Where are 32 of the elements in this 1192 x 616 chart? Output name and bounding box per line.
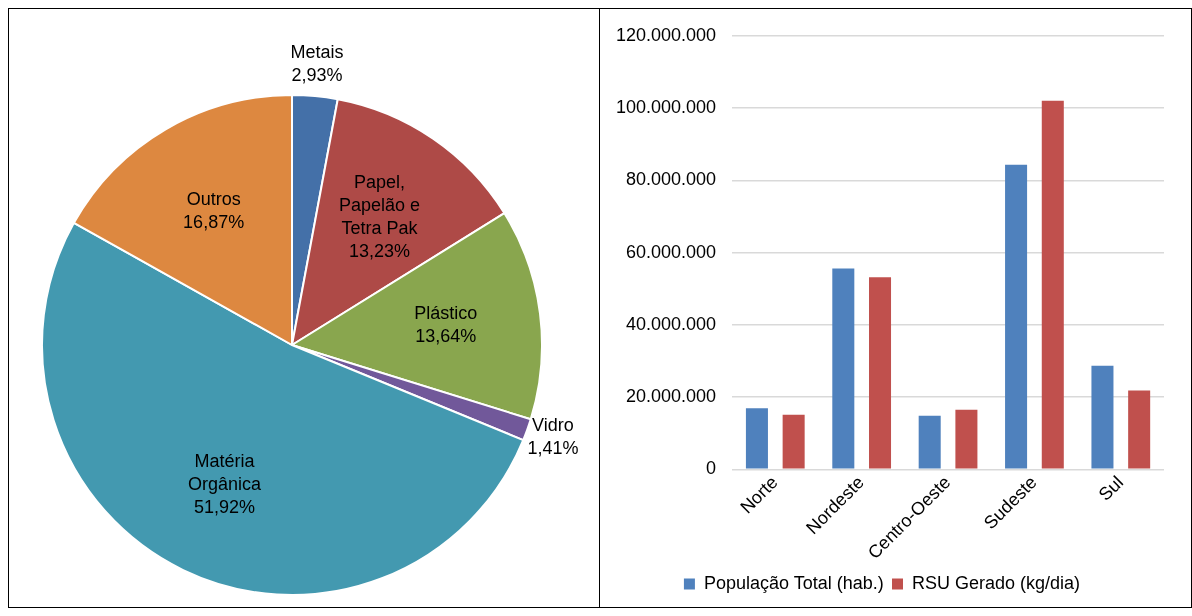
- slice-label: Plástico: [414, 302, 478, 323]
- slice-label: Matéria Orgânica: [187, 450, 263, 494]
- slice-label: Metais: [290, 41, 344, 62]
- y-tick-label: 100.000.000: [615, 97, 717, 118]
- bar: [1091, 365, 1114, 469]
- bar: [955, 409, 978, 469]
- slice-label: Vidro: [532, 414, 574, 435]
- bar: [918, 415, 941, 469]
- x-tick-label: Sul: [1094, 472, 1128, 505]
- y-tick-label: 0: [706, 458, 717, 479]
- bar: [745, 408, 768, 469]
- bar: [1041, 100, 1064, 469]
- data-label: 16,87%: [183, 211, 245, 232]
- data-label: 13,23%: [348, 240, 411, 261]
- slice-label: Papel, Papelão e Tetra Pak: [338, 171, 421, 238]
- y-tick-label: 40.000.000: [626, 313, 717, 334]
- legend-label: RSU Gerado (kg/dia): [912, 572, 1081, 593]
- y-tick-label: 20.000.000: [626, 386, 717, 407]
- bar: [1005, 164, 1028, 469]
- legend-label: População Total (hab.): [703, 572, 884, 593]
- data-label: 1,41%: [527, 437, 579, 458]
- bar: [1128, 390, 1151, 469]
- y-tick-label: 60.000.000: [626, 241, 717, 262]
- data-label: 2,93%: [291, 64, 343, 85]
- data-label: 51,92%: [193, 496, 256, 517]
- data-label: 13,64%: [415, 325, 477, 346]
- bar: [869, 277, 892, 469]
- slice-label: Outros: [186, 188, 241, 209]
- y-tick-label: 80.000.000: [626, 169, 717, 190]
- bar: [832, 268, 855, 469]
- bar: [782, 414, 805, 469]
- y-tick-label: 120.000.000: [615, 24, 717, 45]
